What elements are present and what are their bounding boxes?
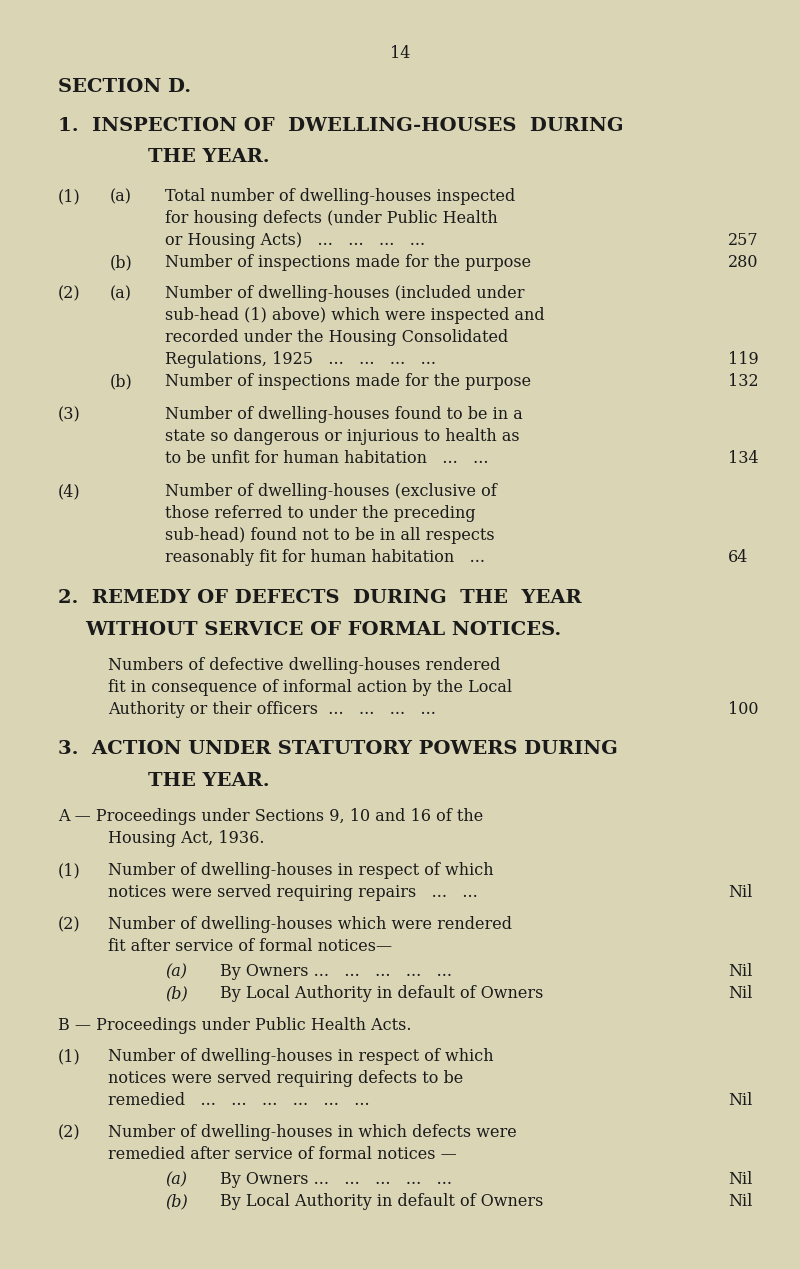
Text: (1): (1) (58, 862, 81, 879)
Text: remedied after service of formal notices —: remedied after service of formal notices… (108, 1146, 457, 1162)
Text: (a): (a) (110, 188, 132, 206)
Text: By Local Authority in default of Owners: By Local Authority in default of Owners (220, 1193, 543, 1211)
Text: Number of inspections made for the purpose: Number of inspections made for the purpo… (165, 373, 531, 390)
Text: 14: 14 (390, 44, 410, 62)
Text: (4): (4) (58, 483, 81, 500)
Text: Total number of dwelling-houses inspected: Total number of dwelling-houses inspecte… (165, 188, 515, 206)
Text: (b): (b) (165, 985, 188, 1003)
Text: fit after service of formal notices—: fit after service of formal notices— (108, 938, 392, 956)
Text: Regulations, 1925   ...   ...   ...   ...: Regulations, 1925 ... ... ... ... (165, 352, 436, 368)
Text: Numbers of defective dwelling-houses rendered: Numbers of defective dwelling-houses ren… (108, 657, 500, 674)
Text: By Owners ...   ...   ...   ...   ...: By Owners ... ... ... ... ... (220, 963, 452, 980)
Text: (1): (1) (58, 188, 81, 206)
Text: 132: 132 (728, 373, 758, 390)
Text: (b): (b) (110, 373, 133, 390)
Text: 64: 64 (728, 549, 748, 566)
Text: SECTION D.: SECTION D. (58, 77, 191, 96)
Text: or Housing Acts)   ...   ...   ...   ...: or Housing Acts) ... ... ... ... (165, 232, 425, 249)
Text: By Owners ...   ...   ...   ...   ...: By Owners ... ... ... ... ... (220, 1171, 452, 1188)
Text: Authority or their officers  ...   ...   ...   ...: Authority or their officers ... ... ... … (108, 700, 436, 718)
Text: (2): (2) (58, 286, 81, 302)
Text: (a): (a) (110, 286, 132, 302)
Text: (2): (2) (58, 916, 81, 933)
Text: Housing Act, 1936.: Housing Act, 1936. (108, 830, 265, 846)
Text: Nil: Nil (728, 1193, 752, 1211)
Text: 3.  ACTION UNDER STATUTORY POWERS DURING: 3. ACTION UNDER STATUTORY POWERS DURING (58, 740, 618, 758)
Text: Number of dwelling-houses in respect of which: Number of dwelling-houses in respect of … (108, 1048, 494, 1065)
Text: WITHOUT SERVICE OF FORMAL NOTICES.: WITHOUT SERVICE OF FORMAL NOTICES. (85, 621, 562, 640)
Text: state so dangerous or injurious to health as: state so dangerous or injurious to healt… (165, 428, 520, 445)
Text: sub-head (1) above) which were inspected and: sub-head (1) above) which were inspected… (165, 307, 545, 324)
Text: THE YEAR.: THE YEAR. (148, 772, 270, 791)
Text: reasonably fit for human habitation   ...: reasonably fit for human habitation ... (165, 549, 485, 566)
Text: By Local Authority in default of Owners: By Local Authority in default of Owners (220, 985, 543, 1003)
Text: (b): (b) (110, 254, 133, 272)
Text: (b): (b) (165, 1193, 188, 1211)
Text: (3): (3) (58, 406, 81, 423)
Text: Nil: Nil (728, 963, 752, 980)
Text: 2.  REMEDY OF DEFECTS  DURING  THE  YEAR: 2. REMEDY OF DEFECTS DURING THE YEAR (58, 589, 582, 607)
Text: 119: 119 (728, 352, 758, 368)
Text: Nil: Nil (728, 884, 752, 901)
Text: Number of dwelling-houses found to be in a: Number of dwelling-houses found to be in… (165, 406, 522, 423)
Text: A — Proceedings under Sections 9, 10 and 16 of the: A — Proceedings under Sections 9, 10 and… (58, 808, 483, 825)
Text: 257: 257 (728, 232, 758, 249)
Text: B — Proceedings under Public Health Acts.: B — Proceedings under Public Health Acts… (58, 1016, 411, 1034)
Text: Number of dwelling-houses (exclusive of: Number of dwelling-houses (exclusive of (165, 483, 497, 500)
Text: for housing defects (under Public Health: for housing defects (under Public Health (165, 209, 498, 227)
Text: 280: 280 (728, 254, 758, 272)
Text: those referred to under the preceding: those referred to under the preceding (165, 505, 476, 522)
Text: remedied   ...   ...   ...   ...   ...   ...: remedied ... ... ... ... ... ... (108, 1093, 370, 1109)
Text: (a): (a) (165, 1171, 187, 1188)
Text: (a): (a) (165, 963, 187, 980)
Text: Number of inspections made for the purpose: Number of inspections made for the purpo… (165, 254, 531, 272)
Text: 100: 100 (728, 700, 758, 718)
Text: (2): (2) (58, 1124, 81, 1141)
Text: to be unfit for human habitation   ...   ...: to be unfit for human habitation ... ... (165, 450, 489, 467)
Text: sub-head) found not to be in all respects: sub-head) found not to be in all respect… (165, 527, 494, 544)
Text: Number of dwelling-houses in which defects were: Number of dwelling-houses in which defec… (108, 1124, 517, 1141)
Text: Nil: Nil (728, 1093, 752, 1109)
Text: THE YEAR.: THE YEAR. (148, 148, 270, 166)
Text: 1.  INSPECTION OF  DWELLING-HOUSES  DURING: 1. INSPECTION OF DWELLING-HOUSES DURING (58, 117, 623, 135)
Text: Number of dwelling-houses (included under: Number of dwelling-houses (included unde… (165, 286, 525, 302)
Text: Number of dwelling-houses in respect of which: Number of dwelling-houses in respect of … (108, 862, 494, 879)
Text: Nil: Nil (728, 985, 752, 1003)
Text: Number of dwelling-houses which were rendered: Number of dwelling-houses which were ren… (108, 916, 512, 933)
Text: 134: 134 (728, 450, 758, 467)
Text: (1): (1) (58, 1048, 81, 1065)
Text: recorded under the Housing Consolidated: recorded under the Housing Consolidated (165, 329, 508, 346)
Text: notices were served requiring repairs   ...   ...: notices were served requiring repairs ..… (108, 884, 478, 901)
Text: fit in consequence of informal action by the Local: fit in consequence of informal action by… (108, 679, 512, 695)
Text: notices were served requiring defects to be: notices were served requiring defects to… (108, 1070, 463, 1088)
Text: Nil: Nil (728, 1171, 752, 1188)
